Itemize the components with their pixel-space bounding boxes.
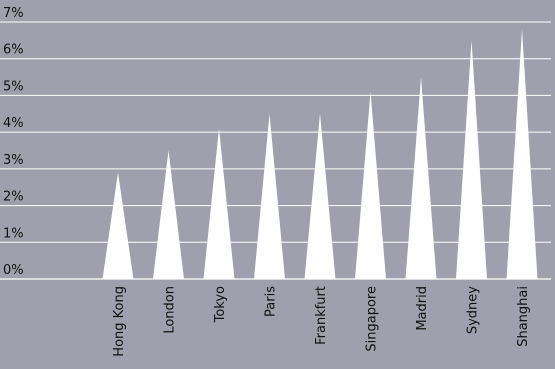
y-tick-label: 1% <box>3 226 24 241</box>
category-label: Singapore <box>365 286 380 352</box>
spike-hong-kong <box>102 172 134 279</box>
y-axis-tick-labels: 0% 1% 2% 3% 4% 5% 6% 7% <box>3 6 24 278</box>
spike-london <box>153 150 184 279</box>
category-label: Paris <box>264 286 279 317</box>
category-label: Madrid <box>415 286 430 331</box>
data-spikes <box>102 29 538 280</box>
y-tick-label: 3% <box>3 153 24 168</box>
category-label: Hong Kong <box>112 286 127 357</box>
spike-tokyo <box>203 128 235 279</box>
category-label: Shanghai <box>516 286 531 347</box>
spike-frankfurt <box>304 113 336 280</box>
spike-paris <box>254 113 285 280</box>
category-label: Sydney <box>466 286 481 334</box>
y-tick-label: 2% <box>3 190 24 205</box>
y-tick-label: 7% <box>3 6 24 21</box>
y-tick-label: 0% <box>3 263 24 278</box>
category-label: Tokyo <box>213 286 228 323</box>
y-tick-label: 5% <box>3 79 24 94</box>
category-label: Frankfurt <box>314 286 329 345</box>
y-tick-label: 6% <box>3 43 24 58</box>
y-tick-label: 4% <box>3 116 24 131</box>
category-labels: Hong Kong London Tokyo Paris Frankfurt Singap… <box>112 286 531 357</box>
spike-singapore <box>355 91 386 279</box>
spike-sydney <box>456 40 487 279</box>
category-label: London <box>163 286 178 334</box>
spike-shanghai <box>506 29 538 279</box>
spike-madrid <box>405 77 437 279</box>
